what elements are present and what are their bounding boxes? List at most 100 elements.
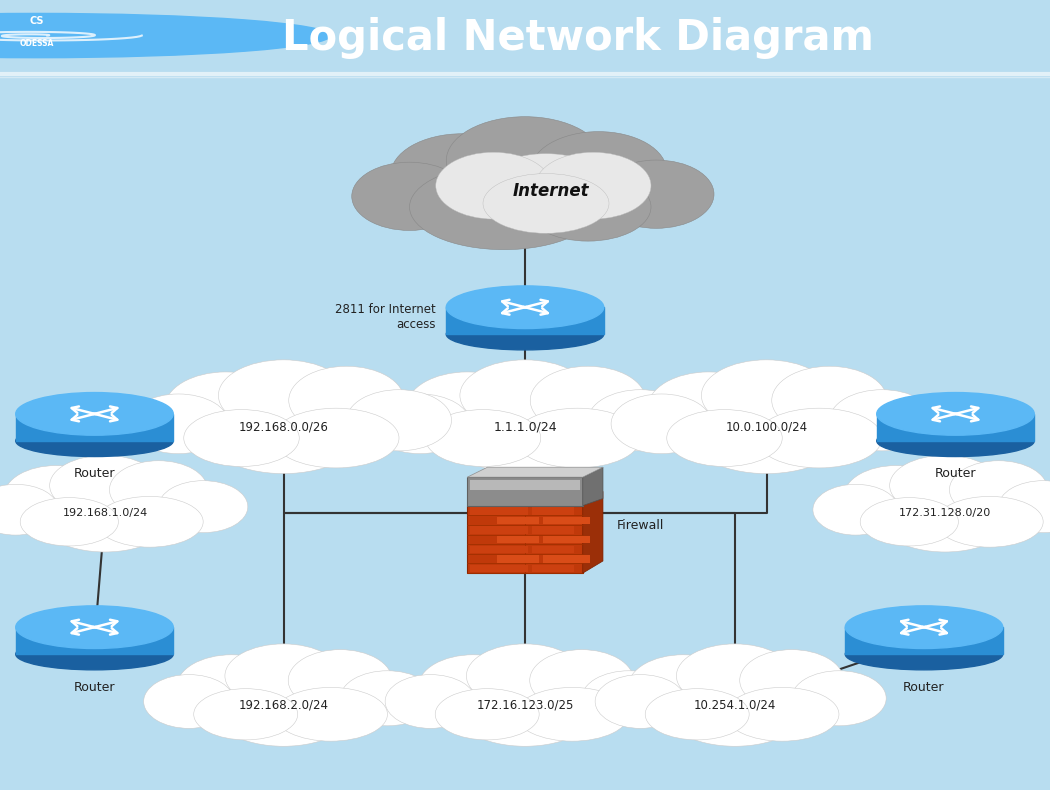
Bar [532,565,574,573]
Bar [470,546,512,553]
Ellipse shape [97,496,204,547]
Ellipse shape [273,408,399,468]
Ellipse shape [200,381,368,474]
Bar [498,555,540,562]
Ellipse shape [274,687,387,741]
Ellipse shape [999,480,1050,532]
Ellipse shape [289,367,404,434]
Ellipse shape [460,359,590,431]
Ellipse shape [391,134,533,216]
Bar [581,555,590,562]
Ellipse shape [949,461,1048,519]
Ellipse shape [844,465,948,526]
Polygon shape [583,467,603,506]
Text: 1.1.1.0/24: 1.1.1.0/24 [494,421,556,434]
Ellipse shape [435,689,540,740]
Bar [581,517,590,525]
Ellipse shape [208,663,359,747]
Ellipse shape [830,389,934,451]
Ellipse shape [701,359,832,431]
Ellipse shape [218,359,349,431]
Ellipse shape [410,164,598,250]
Bar [485,507,528,514]
Ellipse shape [860,498,959,546]
Bar [544,517,581,525]
Ellipse shape [582,671,676,726]
Ellipse shape [530,367,646,434]
Ellipse shape [449,663,601,747]
Bar [544,555,581,562]
Bar [544,536,581,544]
Bar [498,536,540,544]
Text: Internet: Internet [513,182,589,201]
Ellipse shape [406,372,528,443]
Text: Router: Router [903,680,945,694]
Ellipse shape [436,152,551,219]
Ellipse shape [16,425,173,457]
Text: 172.16.123.0/25: 172.16.123.0/25 [477,698,573,711]
Ellipse shape [340,671,435,726]
Ellipse shape [645,689,750,740]
Bar [467,477,583,506]
Text: 192.168.1.0/24: 192.168.1.0/24 [62,508,148,517]
Ellipse shape [483,174,609,233]
Bar [470,526,512,534]
Ellipse shape [772,367,887,434]
Text: 2811 for Internet
access: 2811 for Internet access [335,303,436,331]
Ellipse shape [595,675,686,728]
Ellipse shape [478,153,614,232]
Ellipse shape [726,687,839,741]
Ellipse shape [628,655,738,719]
Ellipse shape [756,408,882,468]
Ellipse shape [877,393,1034,435]
Text: CS: CS [29,17,44,26]
Polygon shape [467,467,603,477]
Ellipse shape [676,644,794,708]
Ellipse shape [598,160,714,228]
Bar [470,480,580,490]
Ellipse shape [346,389,452,451]
Bar [581,536,590,544]
Ellipse shape [288,649,393,711]
Ellipse shape [792,671,886,726]
Ellipse shape [225,644,342,708]
Ellipse shape [49,455,161,516]
Bar [16,414,173,441]
Text: 10.254.1.0/24: 10.254.1.0/24 [694,698,776,711]
Bar [845,627,1003,654]
Ellipse shape [813,484,899,535]
Text: 192.168.2.0/24: 192.168.2.0/24 [238,698,329,711]
Ellipse shape [16,638,173,670]
Bar [532,507,574,514]
Ellipse shape [648,372,770,443]
Ellipse shape [525,173,651,241]
Ellipse shape [877,425,1034,457]
Text: ODESSA: ODESSA [20,39,54,48]
Text: 192.168.0.0/26: 192.168.0.0/26 [238,421,329,434]
Ellipse shape [514,408,640,468]
Bar [532,546,574,553]
Ellipse shape [446,286,604,329]
Ellipse shape [466,644,584,708]
Text: 172.31.128.0/20: 172.31.128.0/20 [899,508,991,517]
Ellipse shape [109,461,208,519]
Circle shape [0,13,331,58]
Ellipse shape [20,498,119,546]
Ellipse shape [667,409,782,466]
Ellipse shape [34,473,176,552]
Text: Router: Router [934,467,976,480]
Ellipse shape [530,132,667,211]
Ellipse shape [845,638,1003,670]
Ellipse shape [739,649,844,711]
Text: Router: Router [74,680,116,694]
Ellipse shape [128,394,229,453]
Ellipse shape [588,389,693,451]
Ellipse shape [516,687,629,741]
Bar [877,414,1034,441]
Ellipse shape [536,152,651,219]
Ellipse shape [418,655,528,719]
Ellipse shape [425,409,541,466]
Ellipse shape [144,675,234,728]
Ellipse shape [530,649,634,711]
Text: Router: Router [74,467,116,480]
